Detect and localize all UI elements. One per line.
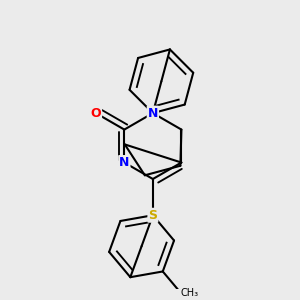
Text: CH₃: CH₃ <box>181 288 199 298</box>
Text: N: N <box>119 156 130 169</box>
Text: N: N <box>148 106 158 120</box>
Text: S: S <box>148 209 158 222</box>
Text: O: O <box>91 106 101 120</box>
